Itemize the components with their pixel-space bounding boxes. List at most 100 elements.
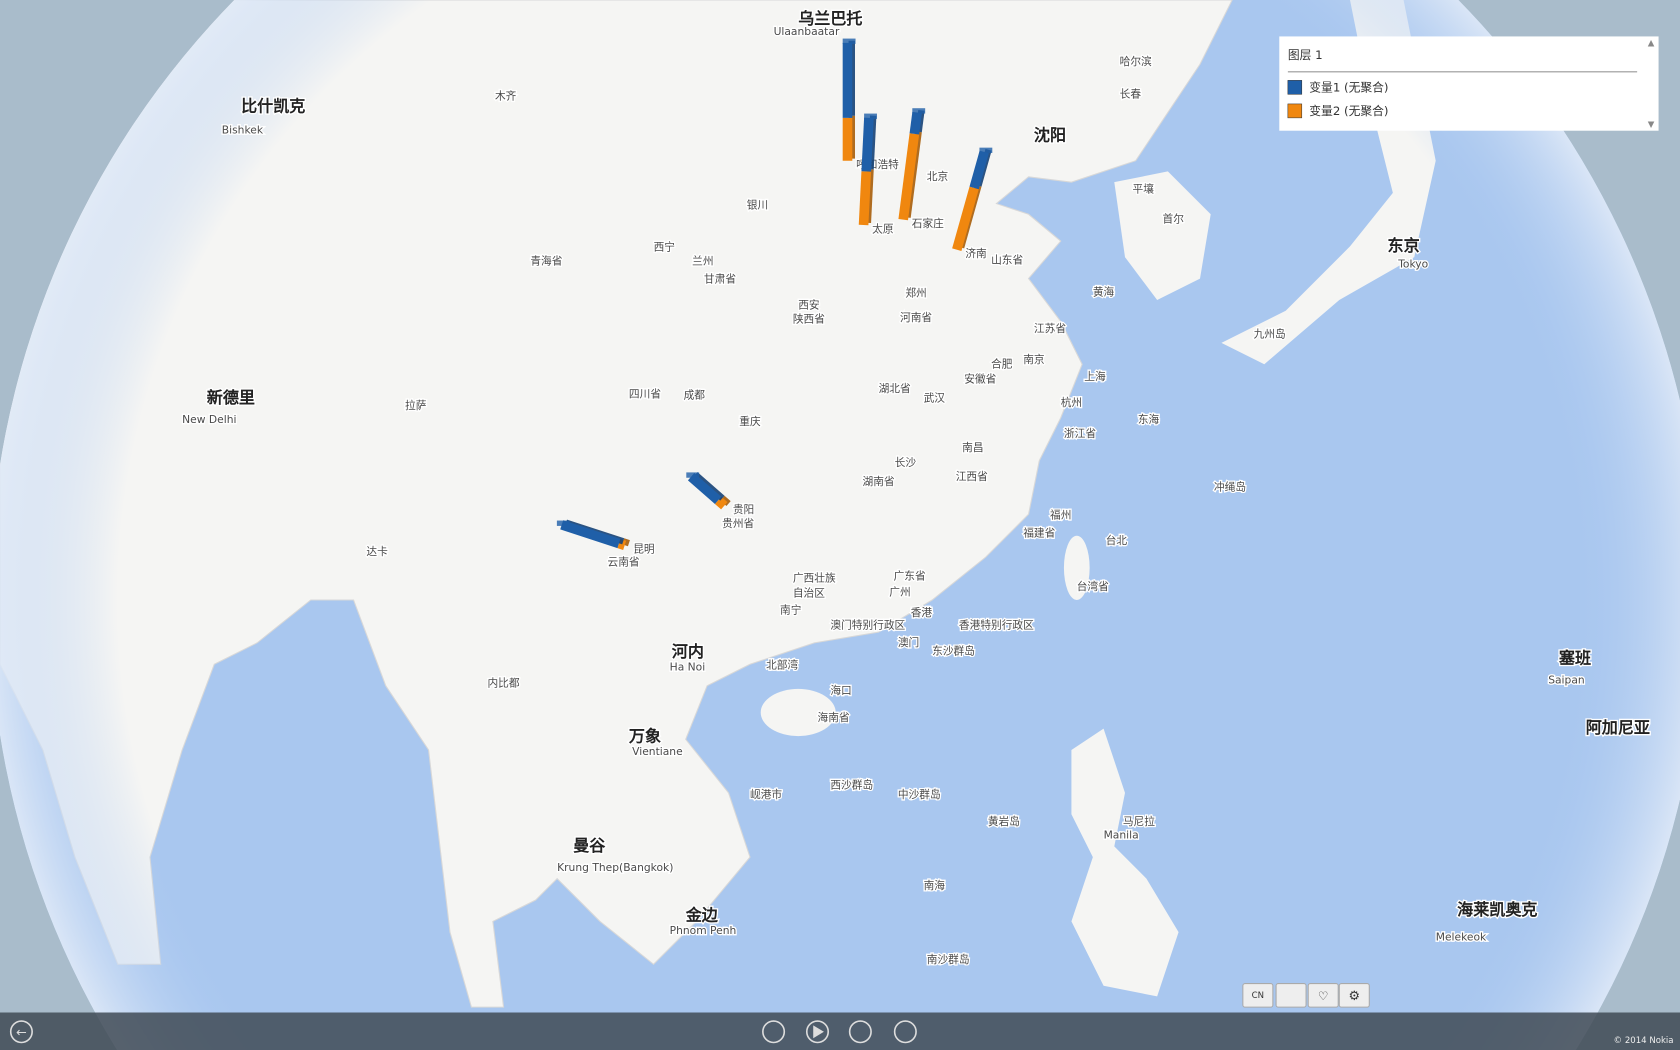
location-label: 石家庄 xyxy=(912,217,944,230)
map-label: 广州 xyxy=(889,586,910,599)
map-label: 北部湾 xyxy=(766,658,798,671)
map-label: 四川省 xyxy=(629,387,661,400)
language-label: CN xyxy=(1252,991,1264,1001)
bar-face xyxy=(858,171,872,226)
map-label: 澳门特别行政区 xyxy=(830,619,905,632)
map-label: Manila xyxy=(1104,829,1139,842)
bar-segment xyxy=(969,148,992,190)
map-label: 九州岛 xyxy=(1254,327,1286,340)
bar-face xyxy=(969,150,989,190)
bar-top xyxy=(912,108,926,114)
map-label: 东沙群岛 xyxy=(932,644,975,657)
map-label: 湖南省 xyxy=(863,475,895,488)
map-label: 香港特别行政区 xyxy=(959,619,1034,632)
back-button[interactable] xyxy=(9,1020,33,1044)
bar-face xyxy=(952,186,979,251)
map-controls: CN ♡ ⚙ xyxy=(1242,983,1370,1008)
map-label: 兰州 xyxy=(692,254,713,267)
map-label: Vientiane xyxy=(632,745,683,758)
map-label: 冲绳岛 xyxy=(1214,480,1246,493)
map-label: Ulaanbaatar xyxy=(774,25,840,38)
bar-top xyxy=(842,38,856,44)
map-label: 塞班 xyxy=(1559,648,1591,667)
bar-segment xyxy=(842,40,855,118)
map-label: 香港 xyxy=(911,606,933,619)
bar-face xyxy=(861,117,874,172)
map-label: 达卡 xyxy=(366,545,388,558)
map-label: 重庆 xyxy=(739,415,761,428)
map-label: 武汉 xyxy=(924,392,946,405)
play-button[interactable] xyxy=(805,1020,830,1044)
map-label: 广西壮族 xyxy=(793,572,836,585)
bar-face xyxy=(714,496,728,510)
bar-top xyxy=(556,520,570,526)
map-label: 福建省 xyxy=(1023,527,1055,540)
bar-segment xyxy=(858,169,874,226)
map-label: 成都 xyxy=(684,388,706,401)
map-label: 乌兰巴托 xyxy=(798,9,862,28)
location-label: 贵阳 xyxy=(733,503,754,516)
map-label: 南海 xyxy=(924,879,946,892)
map-label: Tokyo xyxy=(1397,258,1428,271)
map-label: 海南省 xyxy=(818,711,850,724)
map-label: 东京 xyxy=(1388,236,1420,255)
map-label: 中沙群岛 xyxy=(898,788,941,801)
bar-segment xyxy=(617,538,630,550)
bar-face xyxy=(617,538,627,550)
map-label: Krung Thep(Bangkok) xyxy=(557,861,673,874)
map-label: 甘肃省 xyxy=(704,273,736,286)
map-label: 金边 xyxy=(685,906,719,925)
info-button[interactable] xyxy=(1275,983,1307,1008)
settings-button[interactable] xyxy=(1338,983,1370,1008)
language-button[interactable] xyxy=(1242,983,1274,1008)
map-label: 万象 xyxy=(628,727,661,746)
bar-top xyxy=(686,472,700,478)
map-label: 福州 xyxy=(1050,508,1071,521)
previous-button[interactable] xyxy=(762,1020,786,1044)
map-label: 台北 xyxy=(1106,534,1128,547)
map-label: 自治区 xyxy=(793,587,825,600)
map-label: 内比都 xyxy=(487,677,519,690)
back-icon: ← xyxy=(16,1025,27,1040)
favorite-icon: ♡ xyxy=(1318,989,1329,1003)
map-label: 比什凯克 xyxy=(241,97,305,116)
bar-segment xyxy=(861,115,877,172)
bar-segment xyxy=(898,131,922,221)
map-label: 江苏省 xyxy=(1034,322,1066,335)
map-label: 南昌 xyxy=(962,441,983,454)
location-label: 太原 xyxy=(872,222,894,235)
favorite-button[interactable] xyxy=(1307,983,1339,1008)
bar-segment xyxy=(687,472,725,504)
bar-top xyxy=(979,147,993,153)
map-label: Bishkek xyxy=(222,124,264,137)
map-label: Saipan xyxy=(1548,673,1584,686)
map-label: 河南省 xyxy=(900,311,932,324)
scroll-up[interactable]: ▲ xyxy=(1648,38,1655,48)
legend-items: 变量1 (无聚合) 变量2 (无聚合) xyxy=(1287,80,1389,119)
map-label: 山东省 xyxy=(991,253,1023,266)
map-label: Melekeok xyxy=(1436,931,1487,944)
map-label: 海口 xyxy=(830,684,851,697)
map-label: 岘港市 xyxy=(750,788,782,801)
legend-swatch xyxy=(1287,80,1303,95)
bar-segment xyxy=(560,519,625,549)
map-label: 西宁 xyxy=(654,241,675,254)
bar-face xyxy=(898,133,920,221)
settings-icon: ⚙ xyxy=(1349,989,1361,1004)
map-label: 郑州 xyxy=(905,287,926,300)
map-label: 北京 xyxy=(927,170,949,183)
legend-label: 变量2 (无聚合) xyxy=(1309,104,1388,118)
legend: 图层 1 变量1 (无聚合) 变量2 (无聚合) ▲ ▼ xyxy=(1279,36,1659,131)
scroll-down[interactable]: ▼ xyxy=(1648,120,1655,130)
map-label: 台湾省 xyxy=(1077,580,1109,593)
replay-button[interactable] xyxy=(893,1020,917,1044)
next-button[interactable] xyxy=(848,1020,872,1044)
map-label: 南宁 xyxy=(780,604,801,617)
map-label: 长春 xyxy=(1120,87,1142,100)
toolbar-bar xyxy=(0,1012,1680,1050)
bar-face xyxy=(909,111,922,135)
bar-segment xyxy=(714,495,731,510)
